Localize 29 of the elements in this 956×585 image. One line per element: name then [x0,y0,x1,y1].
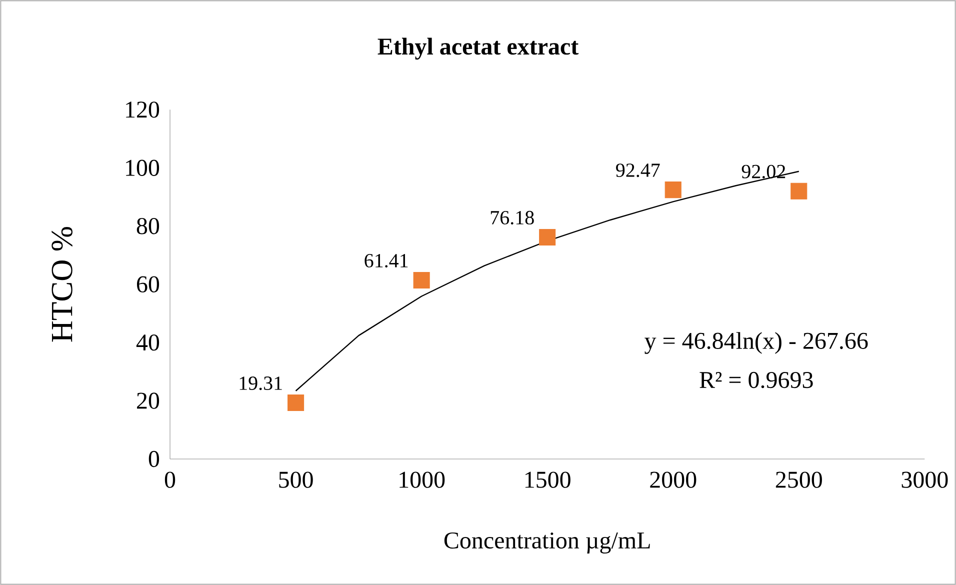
data-label: 61.41 [364,254,408,268]
data-label: 92.47 [616,164,660,178]
x-tick-label: 1000 [400,472,445,488]
y-tick-label: 20 [137,392,160,409]
y-tick-label: 0 [148,450,160,468]
point [413,272,430,288]
annotation: y = 46.84ln(x) - 267.66 [644,332,868,354]
point [664,182,682,198]
data-label: 19.31 [240,376,282,390]
x-tick-label: 3000 [902,472,948,488]
point [539,228,556,246]
point [790,182,808,200]
data-label: 76.18 [490,210,534,225]
x-tick-label: 500 [279,472,313,488]
annotation: R² = 0.9693 [700,372,813,388]
y-tick-label: 100 [126,160,160,176]
y-tick-label: 60 [136,276,160,292]
data-label: 92.02 [742,164,786,178]
y-tick-label: 120 [126,102,160,118]
x-axis-title: Concentration µg/mL [444,532,650,554]
y-axis-title: HTCO % [52,227,72,342]
x-tick-label: 2500 [776,472,822,488]
x-tick-label: 1500 [525,472,570,488]
x-tick-label: 0 [164,472,176,488]
y-tick-label: 80 [136,218,160,234]
y-tick-label: 40 [136,334,160,351]
x-tick-label: 2000 [650,472,696,488]
point [288,394,304,412]
chart-title: Ethyl acetat extract [378,38,579,60]
